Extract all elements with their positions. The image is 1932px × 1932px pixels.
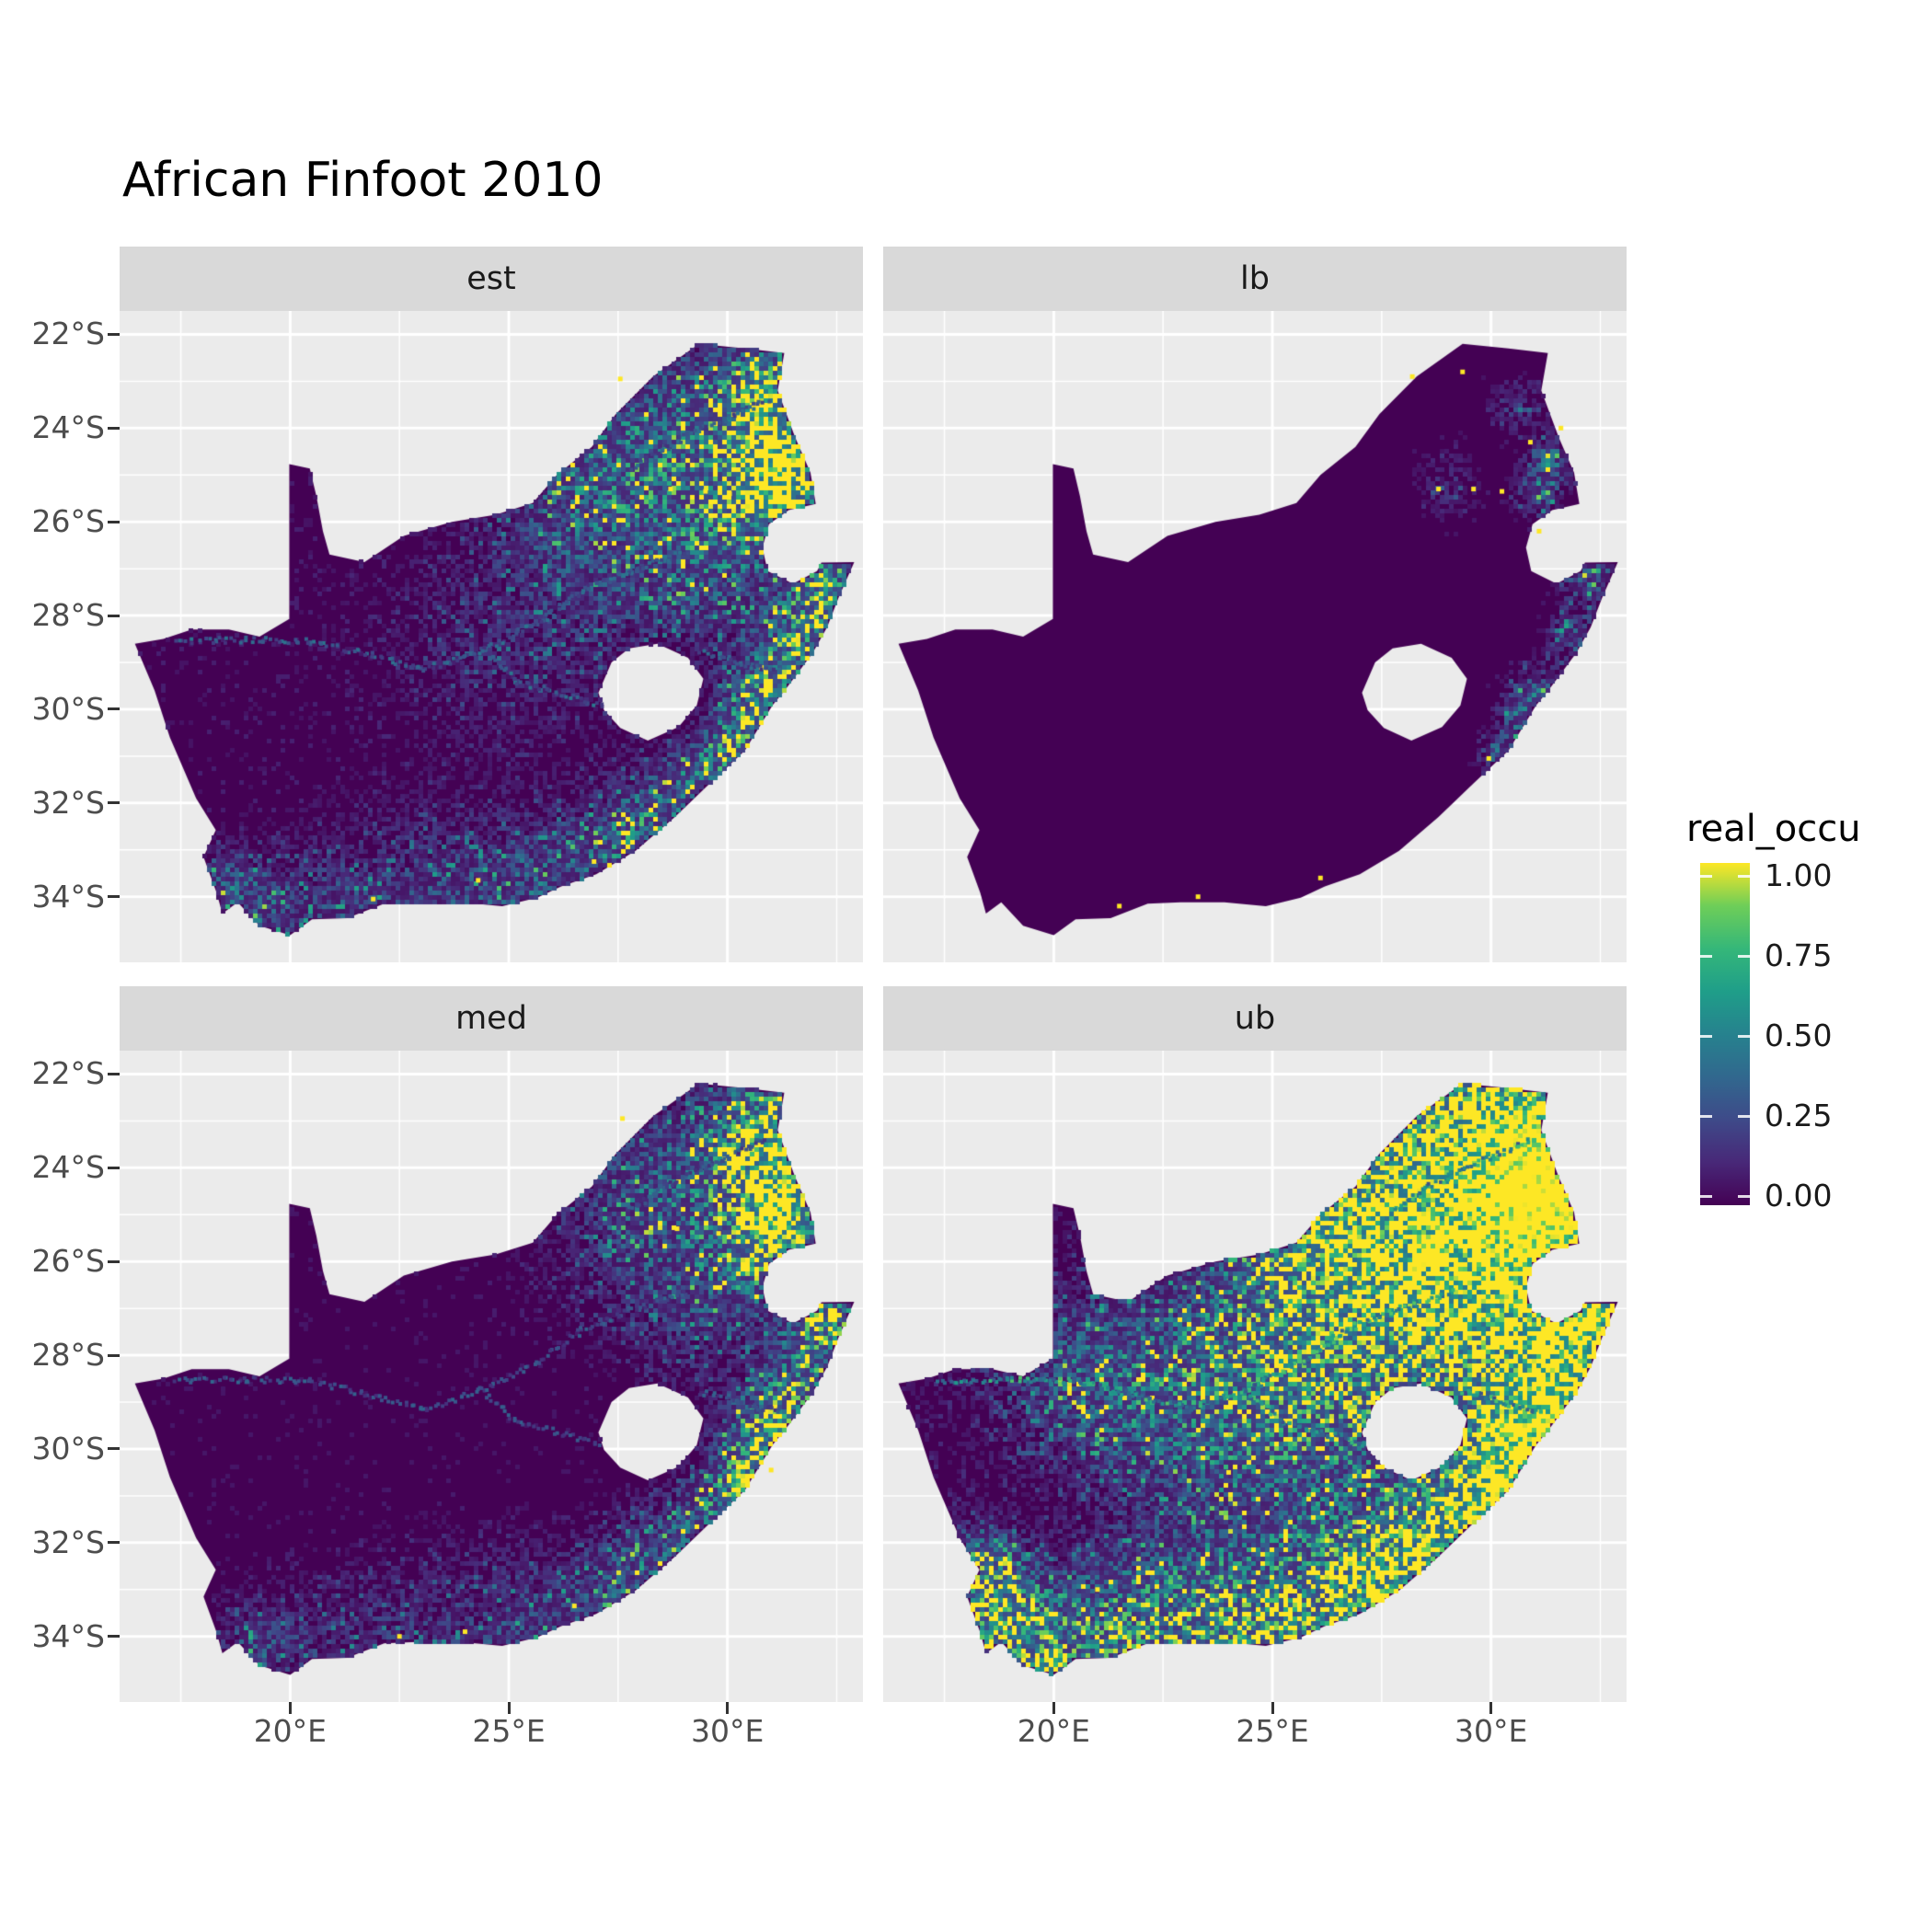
legend-tick-mark: [1700, 1194, 1712, 1198]
map-canvas-med: [120, 1051, 863, 1702]
x-tick-mark: [288, 1702, 292, 1714]
x-axis-label: 30°E: [690, 1713, 765, 1749]
plot-title: African Finfoot 2010: [122, 153, 604, 208]
legend-label: 0.50: [1765, 1018, 1833, 1053]
y-axis-label: 34°S: [31, 878, 105, 914]
y-tick-mark: [108, 1353, 120, 1357]
panel-ub: [883, 1051, 1627, 1702]
y-tick-mark: [108, 1541, 120, 1545]
x-axis-label: 20°E: [1017, 1713, 1091, 1749]
facet-strip-ub: ub: [883, 986, 1627, 1051]
y-tick-mark: [108, 707, 120, 711]
x-axis-label: 30°E: [1454, 1713, 1528, 1749]
legend-tick-mark: [1700, 1114, 1712, 1118]
x-axis-label: 25°E: [472, 1713, 546, 1749]
map-canvas-lb: [883, 311, 1627, 962]
y-axis-label: 32°S: [31, 1524, 105, 1560]
y-tick-mark: [108, 801, 120, 805]
x-tick-mark: [1489, 1702, 1493, 1714]
x-tick-mark: [726, 1702, 730, 1714]
y-axis-label: 30°S: [31, 1430, 105, 1466]
x-axis-label: 20°E: [253, 1713, 328, 1749]
legend-colorbar: [1700, 863, 1750, 1205]
legend-label: 0.00: [1765, 1178, 1833, 1213]
panel-lb: [883, 311, 1627, 962]
facet-strip-est: est: [120, 247, 863, 311]
y-axis-label: 22°S: [31, 316, 105, 352]
y-axis-label: 30°S: [31, 690, 105, 727]
y-axis-label: 22°S: [31, 1055, 105, 1092]
y-tick-mark: [108, 332, 120, 336]
legend-label: 0.25: [1765, 1098, 1833, 1133]
legend-tick-mark: [1738, 954, 1750, 958]
y-tick-mark: [108, 1259, 120, 1263]
y-tick-mark: [108, 520, 120, 523]
y-tick-mark: [108, 1447, 120, 1451]
y-axis-label: 26°S: [31, 503, 105, 540]
y-tick-mark: [108, 426, 120, 430]
y-axis-label: 28°S: [31, 597, 105, 634]
y-axis-label: 34°S: [31, 1617, 105, 1654]
y-axis-label: 24°S: [31, 409, 105, 446]
legend-tick-mark: [1700, 1034, 1712, 1038]
x-tick-mark: [507, 1702, 511, 1714]
x-axis-label: 25°E: [1236, 1713, 1309, 1749]
legend-tick-mark: [1700, 954, 1712, 958]
facet-strip-lb: lb: [883, 247, 1627, 311]
legend-tick-mark: [1738, 1194, 1750, 1198]
legend-tick-mark: [1738, 1114, 1750, 1118]
y-tick-mark: [108, 1072, 120, 1075]
y-tick-mark: [108, 1635, 120, 1639]
y-tick-mark: [108, 614, 120, 617]
y-tick-mark: [108, 895, 120, 899]
legend-title: real_occu: [1686, 808, 1861, 850]
x-tick-mark: [1271, 1702, 1274, 1714]
legend-label: 0.75: [1765, 937, 1833, 973]
legend-tick-mark: [1738, 874, 1750, 878]
panel-est: [120, 311, 863, 962]
y-axis-label: 32°S: [31, 784, 105, 821]
panel-med: [120, 1051, 863, 1702]
y-axis-label: 26°S: [31, 1243, 105, 1280]
y-axis-label: 24°S: [31, 1149, 105, 1186]
x-tick-mark: [1052, 1702, 1055, 1714]
legend-label: 1.00: [1765, 857, 1833, 893]
legend-tick-mark: [1738, 1034, 1750, 1038]
facet-strip-med: med: [120, 986, 863, 1051]
map-canvas-ub: [883, 1051, 1627, 1702]
y-tick-mark: [108, 1166, 120, 1169]
y-axis-label: 28°S: [31, 1337, 105, 1374]
map-canvas-est: [120, 311, 863, 962]
legend-tick-mark: [1700, 874, 1712, 878]
